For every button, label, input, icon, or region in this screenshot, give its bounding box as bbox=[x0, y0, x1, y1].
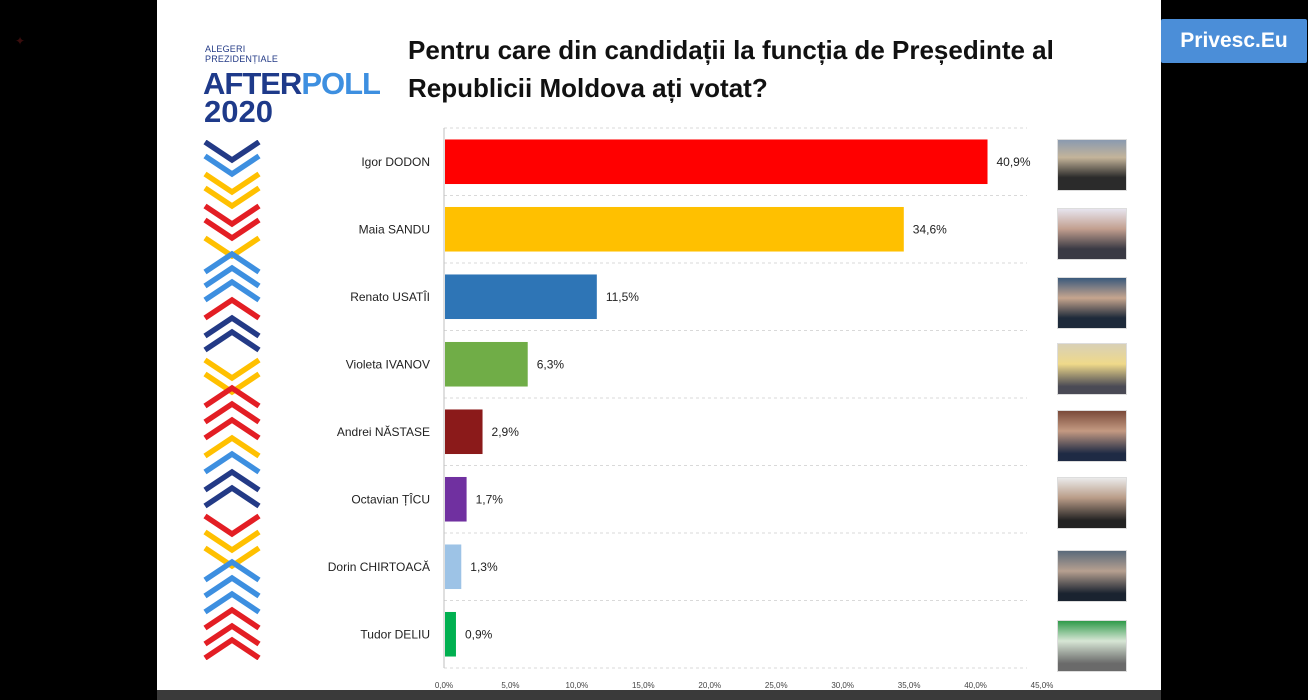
privesc-watermark[interactable]: Privesc.Eu bbox=[1161, 19, 1307, 63]
x-tick-label: 10,0% bbox=[566, 681, 589, 690]
candidate-photo bbox=[1057, 139, 1127, 191]
x-tick-label: 20,0% bbox=[698, 681, 721, 690]
candidate-photo bbox=[1057, 208, 1127, 260]
bar bbox=[445, 139, 988, 185]
category-label: Maia SANDU bbox=[359, 222, 430, 236]
value-label: 40,9% bbox=[997, 155, 1031, 169]
x-tick-label: 35,0% bbox=[898, 681, 921, 690]
x-tick-label: 5,0% bbox=[501, 681, 519, 690]
candidate-photo bbox=[1057, 277, 1127, 329]
logo-poll: POLL bbox=[301, 66, 381, 101]
chart-title-line1: Pentru care din candidații la funcția de… bbox=[408, 35, 1054, 65]
chart-title-line2: Republicii Moldova ați votat? bbox=[408, 73, 768, 103]
value-label: 6,3% bbox=[537, 357, 565, 371]
bar-chart: Igor DODON 40,9% Maia SANDU 34,6% Renato USA… bbox=[328, 127, 1054, 690]
value-label: 1,7% bbox=[476, 492, 504, 506]
slide: ALEGERI PREZIDENȚIALE AFTERPOLL 2020 bbox=[157, 0, 1161, 690]
logo-line1: ALEGERI bbox=[205, 44, 246, 54]
value-label: 11,5% bbox=[606, 290, 639, 304]
bar bbox=[445, 409, 483, 455]
bar bbox=[445, 476, 467, 522]
value-label: 2,9% bbox=[492, 425, 520, 439]
x-tick-label: 0,0% bbox=[435, 681, 453, 690]
candidate-photo bbox=[1057, 550, 1127, 602]
bar bbox=[445, 544, 462, 590]
category-label: Igor DODON bbox=[361, 155, 430, 169]
logo-year: 2020 bbox=[204, 94, 273, 129]
x-tick-label: 25,0% bbox=[765, 681, 788, 690]
category-label: Renato USATÎI bbox=[350, 289, 430, 304]
value-label: 0,9% bbox=[465, 627, 493, 641]
bar bbox=[445, 206, 904, 252]
candidate-photo bbox=[1057, 410, 1127, 462]
candidate-photo bbox=[1057, 620, 1127, 672]
value-label: 1,3% bbox=[470, 560, 498, 574]
logo-subtitle: ALEGERI PREZIDENȚIALE bbox=[205, 44, 278, 64]
candidate-photo bbox=[1057, 343, 1127, 395]
category-label: Dorin CHIRTOACĂ bbox=[328, 559, 430, 574]
x-tick-label: 45,0% bbox=[1031, 681, 1054, 690]
corner-mark-icon: ✦ bbox=[15, 34, 26, 48]
logo-after: AFTER bbox=[203, 66, 302, 101]
value-label: 34,6% bbox=[913, 222, 947, 236]
x-tick-label: 40,0% bbox=[964, 681, 987, 690]
candidate-photo bbox=[1057, 477, 1127, 529]
bar bbox=[445, 274, 597, 320]
category-label: Tudor DELIU bbox=[360, 627, 430, 641]
chevron-pattern-icon bbox=[203, 140, 261, 660]
chart-title: Pentru care din candidații la funcția de… bbox=[408, 31, 1148, 107]
bottom-strip bbox=[157, 690, 1161, 700]
bar bbox=[445, 611, 456, 657]
x-tick-label: 15,0% bbox=[632, 681, 655, 690]
category-label: Andrei NĂSTASE bbox=[337, 424, 430, 439]
category-label: Octavian ȚÎCU bbox=[351, 491, 430, 506]
category-label: Violeta IVANOV bbox=[346, 357, 430, 371]
bar bbox=[445, 341, 528, 387]
x-tick-label: 30,0% bbox=[831, 681, 854, 690]
logo-line2: PREZIDENȚIALE bbox=[205, 54, 279, 64]
logo-afterpoll: AFTERPOLL bbox=[203, 66, 381, 101]
